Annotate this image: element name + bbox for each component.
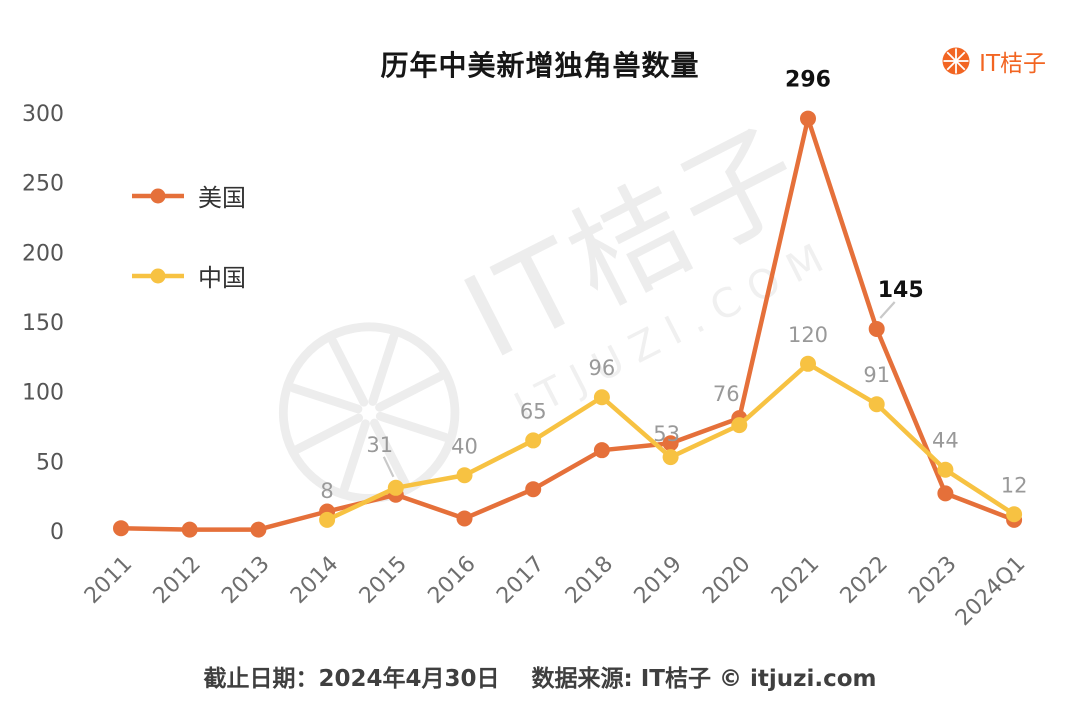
data-label: 31 bbox=[366, 433, 393, 457]
x-axis-tick: 2016 bbox=[423, 552, 480, 609]
y-axis-tick: 300 bbox=[22, 102, 64, 127]
y-axis-tick: 100 bbox=[22, 381, 64, 406]
data-label: 76 bbox=[713, 382, 740, 406]
footer-caption: 截止日期：2024年4月30日 数据来源: IT桔子 © itjuzi.com bbox=[203, 666, 877, 692]
data-point bbox=[662, 435, 679, 452]
data-label: 12 bbox=[1001, 473, 1028, 497]
x-axis-tick: 2011 bbox=[80, 552, 137, 609]
data-point bbox=[319, 511, 336, 528]
legend-marker-china bbox=[132, 268, 184, 283]
data-label: 8 bbox=[320, 479, 333, 503]
x-axis-tick: 2024Q1 bbox=[951, 552, 1030, 631]
data-point bbox=[113, 520, 129, 537]
x-axis-tick: 2022 bbox=[836, 552, 893, 609]
data-point bbox=[387, 479, 404, 496]
x-axis-tick: 2014 bbox=[286, 552, 343, 609]
data-point bbox=[800, 110, 816, 127]
x-axis-tick: 2018 bbox=[561, 552, 618, 609]
x-axis-tick: 2023 bbox=[904, 552, 961, 609]
page-title: 历年中美新增独角兽数量 bbox=[380, 49, 700, 82]
data-point bbox=[662, 449, 679, 466]
legend-item-china[interactable]: 中国 bbox=[130, 258, 246, 293]
x-axis-tick: 2019 bbox=[630, 552, 687, 609]
brand-logo-text: IT桔子 bbox=[979, 51, 1046, 77]
data-point bbox=[456, 467, 473, 484]
data-point bbox=[593, 389, 610, 406]
data-label: 145 bbox=[878, 278, 924, 303]
y-axis-tick: 0 bbox=[50, 520, 64, 545]
legend-label-china: 中国 bbox=[198, 264, 246, 292]
data-point bbox=[800, 355, 816, 372]
x-axis-tick: 2013 bbox=[217, 552, 274, 609]
citrus-wheel-watermark-icon bbox=[278, 322, 460, 503]
data-point bbox=[1006, 506, 1023, 523]
x-axis-tick: 2012 bbox=[149, 552, 206, 609]
legend-marker-us bbox=[132, 188, 184, 203]
data-point bbox=[593, 442, 610, 459]
citrus-logo-icon bbox=[942, 47, 970, 75]
data-label: 120 bbox=[788, 323, 828, 347]
data-point bbox=[181, 521, 198, 538]
data-point bbox=[456, 510, 473, 527]
watermark: IT桔子 ITJUZI.COM bbox=[238, 101, 854, 544]
legend-item-us[interactable]: 美国 bbox=[130, 178, 246, 213]
data-point bbox=[525, 432, 542, 449]
series-line-美国 bbox=[118, 116, 1017, 532]
data-label: 91 bbox=[863, 363, 890, 387]
data-point bbox=[731, 417, 748, 434]
data-label: 65 bbox=[520, 399, 547, 423]
brand-logo[interactable]: IT桔子 bbox=[941, 44, 1046, 78]
data-label: 44 bbox=[932, 429, 959, 453]
data-label: 296 bbox=[785, 68, 831, 93]
data-label: 40 bbox=[451, 434, 478, 458]
y-axis-tick: 150 bbox=[22, 311, 64, 336]
y-axis-tick: 250 bbox=[22, 172, 64, 197]
data-point bbox=[937, 461, 954, 478]
legend-label-us: 美国 bbox=[198, 184, 246, 212]
y-axis-tick: 200 bbox=[22, 241, 64, 266]
data-label: 53 bbox=[653, 422, 680, 446]
data-point bbox=[250, 521, 267, 538]
data-point bbox=[868, 396, 885, 413]
data-label: 96 bbox=[589, 356, 616, 380]
x-axis-tick: 2020 bbox=[698, 552, 755, 609]
y-axis-tick: 50 bbox=[36, 450, 64, 475]
data-point bbox=[525, 481, 542, 498]
data-point bbox=[868, 320, 885, 337]
x-axis-tick: 2021 bbox=[767, 552, 824, 609]
data-point bbox=[937, 485, 954, 502]
x-axis-tick: 2015 bbox=[355, 552, 412, 609]
x-axis-tick: 2017 bbox=[492, 552, 549, 609]
label-leader-line bbox=[382, 456, 395, 478]
label-leader-line bbox=[879, 301, 896, 319]
